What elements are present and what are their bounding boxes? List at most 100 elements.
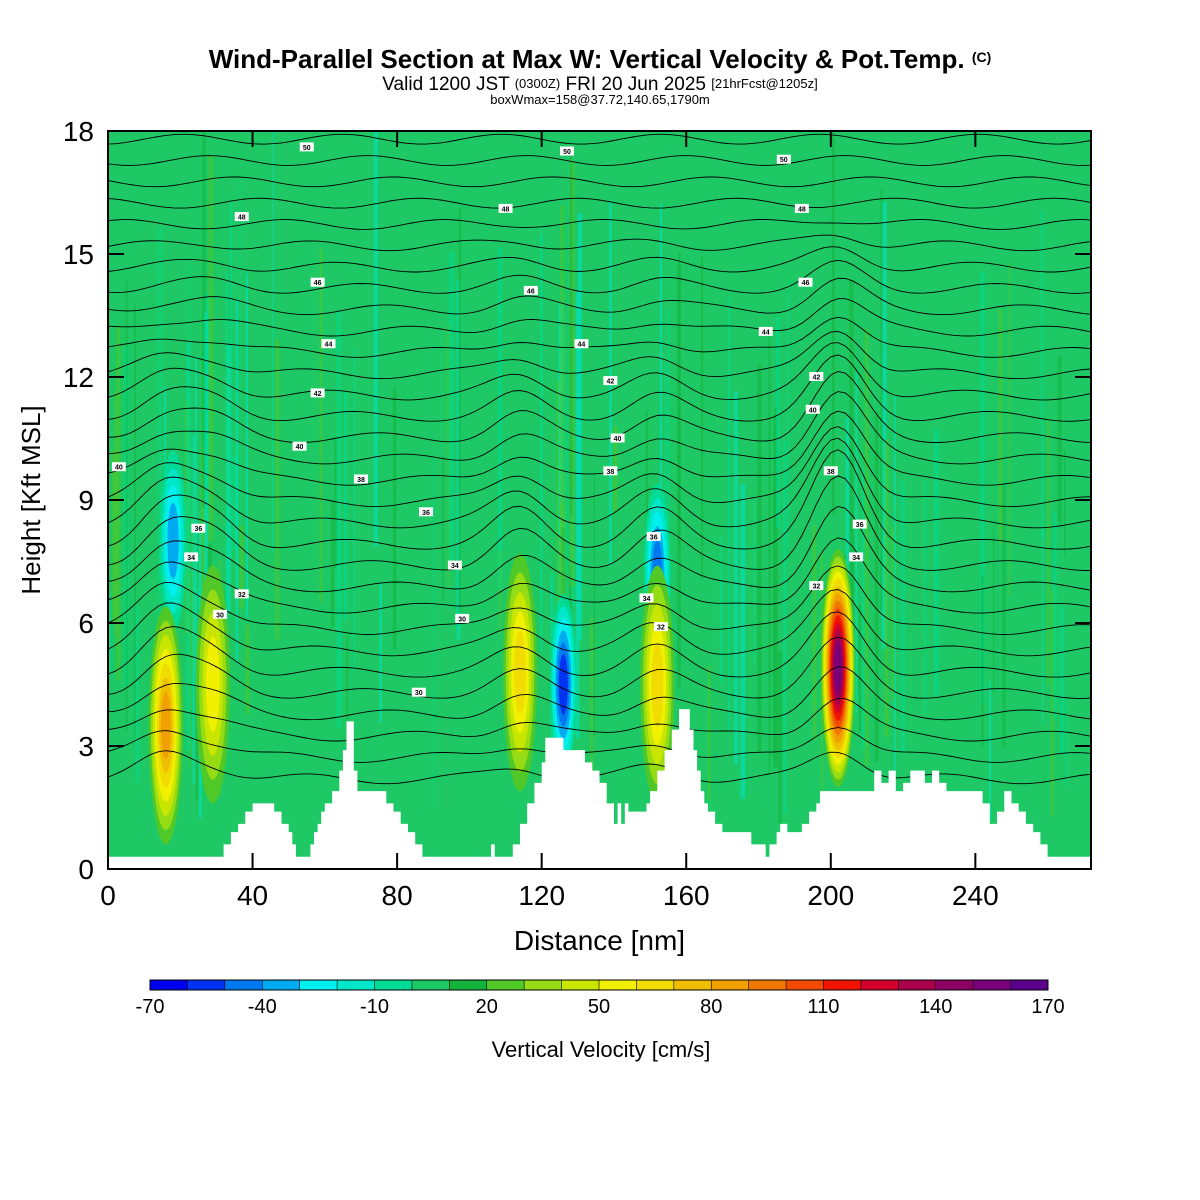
velocity-streak [125, 280, 128, 732]
isentrope-line [108, 437, 1091, 529]
velocity-streak [989, 681, 992, 820]
contour-label-box [411, 687, 426, 697]
velocity-streak [133, 302, 136, 739]
contour-label: 34 [187, 555, 195, 562]
y-tick-label: 0 [78, 854, 94, 885]
contour-label: 32 [812, 584, 820, 591]
velocity-streak [768, 326, 771, 773]
velocity-streak [849, 279, 854, 681]
isentrope-line [108, 611, 1091, 678]
isentrope-line [108, 176, 1091, 188]
contour-label: 34 [852, 555, 860, 562]
velocity-streak [740, 484, 746, 799]
colorbar-tick-label: 20 [476, 996, 498, 1018]
chart-title: Wind-Parallel Section at Max W: Vertical… [208, 44, 992, 74]
velocity-streak [734, 391, 738, 765]
contour-label: 32 [238, 592, 246, 599]
contour-label-box [234, 589, 249, 599]
contour-label-box [852, 519, 867, 529]
isentrope-line [108, 133, 1091, 145]
contour-label: 50 [303, 145, 311, 152]
y-tick-label: 18 [63, 116, 94, 147]
colorbar-swatch [262, 980, 301, 990]
velocity-streak [188, 263, 190, 652]
contour-label-box [603, 466, 618, 476]
contour-label: 44 [762, 329, 770, 336]
contour-label: 42 [606, 379, 614, 386]
velocity-streak [881, 201, 887, 650]
contour-label-box [455, 613, 470, 623]
velocity-streak [575, 291, 580, 739]
isentrope-line [108, 636, 1091, 699]
colorbar-tick-label: -40 [248, 996, 277, 1018]
contour-label-box [447, 560, 462, 570]
velocity-streak [831, 131, 835, 516]
velocity-streak [272, 131, 274, 552]
contour-label: 48 [798, 206, 806, 213]
colorbar-swatch [599, 980, 637, 990]
contour-label-box [234, 212, 249, 222]
velocity-streak [861, 466, 865, 750]
x-tick-label: 240 [952, 880, 999, 911]
velocity-streak [497, 247, 503, 591]
velocity-streak [135, 605, 139, 783]
colorbar-swatch [224, 980, 263, 990]
contour-label: 42 [812, 375, 820, 382]
contour-label: 36 [422, 510, 430, 517]
velocity-streak [855, 373, 858, 715]
y-tick-label: 9 [78, 485, 94, 516]
velocity-streak [195, 666, 199, 802]
contour-label: 40 [809, 407, 817, 414]
contour-label-box [523, 285, 538, 295]
contour-label: 46 [314, 280, 322, 287]
isentrope-line [108, 246, 1091, 273]
contour-label: 38 [827, 469, 835, 476]
x-tick-label: 40 [237, 880, 268, 911]
velocity-streak [194, 356, 198, 687]
x-tick-label: 200 [807, 880, 854, 911]
velocity-streak [108, 594, 112, 678]
velocity-streak [1008, 264, 1010, 595]
velocity-streak [664, 362, 667, 553]
y-tick-label: 15 [63, 239, 94, 270]
velocity-field-background [108, 131, 1091, 869]
contour-label-box [419, 507, 434, 517]
isentrope-line [108, 197, 1091, 209]
velocity-streak [981, 574, 984, 747]
velocity-streak [884, 439, 889, 738]
velocity-streak [773, 407, 779, 768]
y-tick-label: 12 [63, 362, 94, 393]
contour-label-box [321, 339, 336, 349]
velocity-streak [659, 203, 663, 563]
isentrope-line [108, 371, 1091, 444]
velocity-streak [1002, 486, 1006, 747]
velocity-streak [319, 248, 323, 604]
isentrope-line [108, 697, 1091, 742]
velocity-streak [116, 325, 121, 680]
colorbar-tick-label: -70 [136, 996, 165, 1018]
colorbar-swatch [411, 980, 450, 990]
velocity-streak [593, 474, 595, 737]
velocity-streak [560, 205, 564, 536]
colorbar: -70 -40 -10 20 50 80 110 140 170 Vertical Velocit… [136, 979, 1065, 1062]
updraft-cell [651, 643, 664, 726]
velocity-streak [1066, 699, 1068, 788]
isentrope-line [108, 316, 1091, 358]
colorbar-tick-label: 50 [588, 996, 610, 1018]
contour-label: 40 [296, 444, 304, 451]
velocity-streak [1046, 419, 1050, 685]
velocity-streak [934, 428, 939, 696]
velocity-streak [719, 536, 722, 683]
velocity-streak [894, 394, 896, 789]
colorbar-swatch [1010, 980, 1049, 990]
plot-area: 50 50 50 48 48 48 46 46 46 44 44 44 42 42 42 40 40 40 40 38… [108, 131, 1091, 869]
velocity-streak [1041, 526, 1043, 725]
y-axis-label: Height [Kft MSL] [16, 405, 46, 594]
contour-label-box [758, 326, 773, 336]
contour-label-box [111, 462, 126, 472]
velocity-streak [245, 625, 250, 714]
colorbar-swatch [860, 980, 899, 990]
contour-label: 30 [216, 612, 224, 619]
velocity-streak [448, 252, 454, 561]
